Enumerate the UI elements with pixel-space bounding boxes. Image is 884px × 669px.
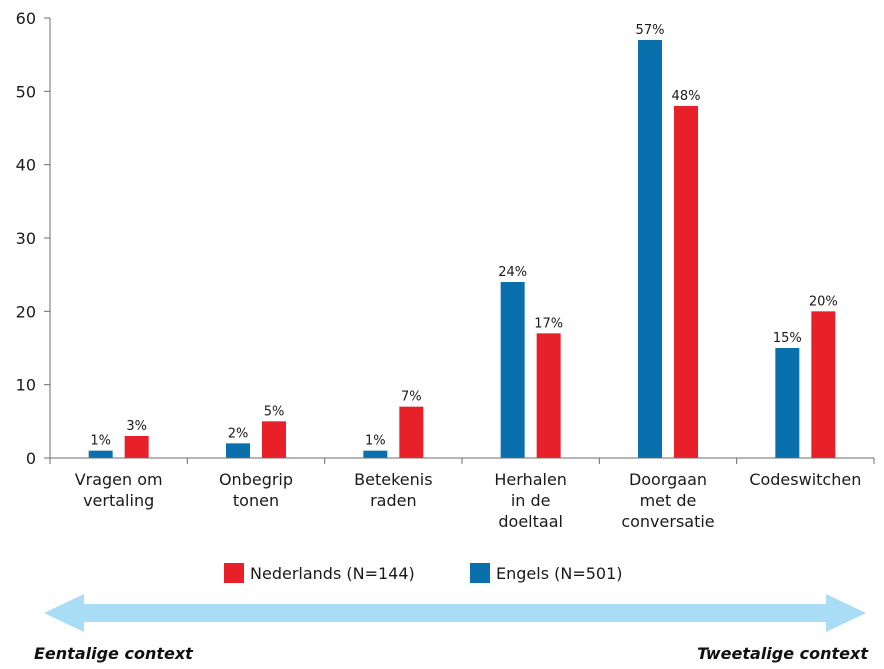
legend-swatch — [470, 563, 490, 583]
bar — [124, 436, 149, 458]
left-context-label: Eentalige context — [34, 644, 194, 663]
bar — [88, 450, 113, 458]
category-label: Herhalen in de doeltaal — [494, 470, 567, 531]
context-arrow-group: Eentalige context Tweetalige context — [34, 594, 869, 663]
y-tick-label: 40 — [16, 156, 36, 175]
data-label: 1% — [365, 434, 386, 449]
bar — [536, 333, 561, 458]
double-arrow-icon — [44, 594, 866, 632]
data-label: 20% — [809, 294, 838, 309]
y-tick-label: 10 — [16, 376, 36, 395]
category-label: Vragen om vertaling — [75, 470, 163, 510]
y-tick-label: 20 — [16, 302, 36, 321]
bar — [811, 311, 836, 458]
legend-label: Engels (N=501) — [496, 564, 623, 583]
y-tick-label: 50 — [16, 82, 36, 101]
bar — [500, 282, 525, 458]
y-tick-label: 60 — [16, 9, 36, 28]
y-tick-label: 30 — [16, 229, 36, 248]
data-label: 17% — [534, 316, 563, 331]
data-label: 48% — [672, 89, 701, 104]
category-label: Doorgaan met de conversatie — [621, 470, 714, 531]
y-axis: 0 10 20 30 40 50 60 — [16, 9, 51, 468]
data-label: 15% — [773, 331, 802, 346]
data-label: 5% — [264, 404, 285, 419]
y-tick-label: 0 — [26, 449, 36, 468]
bar — [399, 406, 424, 458]
bar — [638, 40, 662, 458]
data-label: 57% — [636, 23, 665, 38]
data-label: 24% — [498, 265, 527, 280]
bar — [226, 443, 250, 458]
legend: Nederlands (N=144) Engels (N=501) — [224, 563, 623, 583]
category-label: Betekenis raden — [354, 470, 432, 510]
right-context-label: Tweetalige context — [697, 644, 869, 663]
bar — [674, 106, 698, 458]
legend-label: Nederlands (N=144) — [250, 564, 415, 583]
x-axis: Vragen om vertaling Onbegrip tonen Betekenis… — [49, 457, 875, 531]
data-label: 2% — [228, 426, 249, 441]
data-label: 3% — [126, 419, 147, 434]
bars: 1% 2% 1% 24% 57% 15% 3% 5% 7% 17% 48% 20% — [88, 23, 838, 458]
data-label: 7% — [401, 390, 422, 405]
bar — [262, 421, 286, 458]
legend-swatch — [224, 563, 244, 583]
category-label: Onbegrip tonen — [219, 470, 293, 510]
bar — [363, 450, 388, 458]
bar — [775, 348, 800, 458]
data-label: 1% — [90, 434, 111, 449]
category-label: Codeswitchen — [749, 470, 861, 489]
